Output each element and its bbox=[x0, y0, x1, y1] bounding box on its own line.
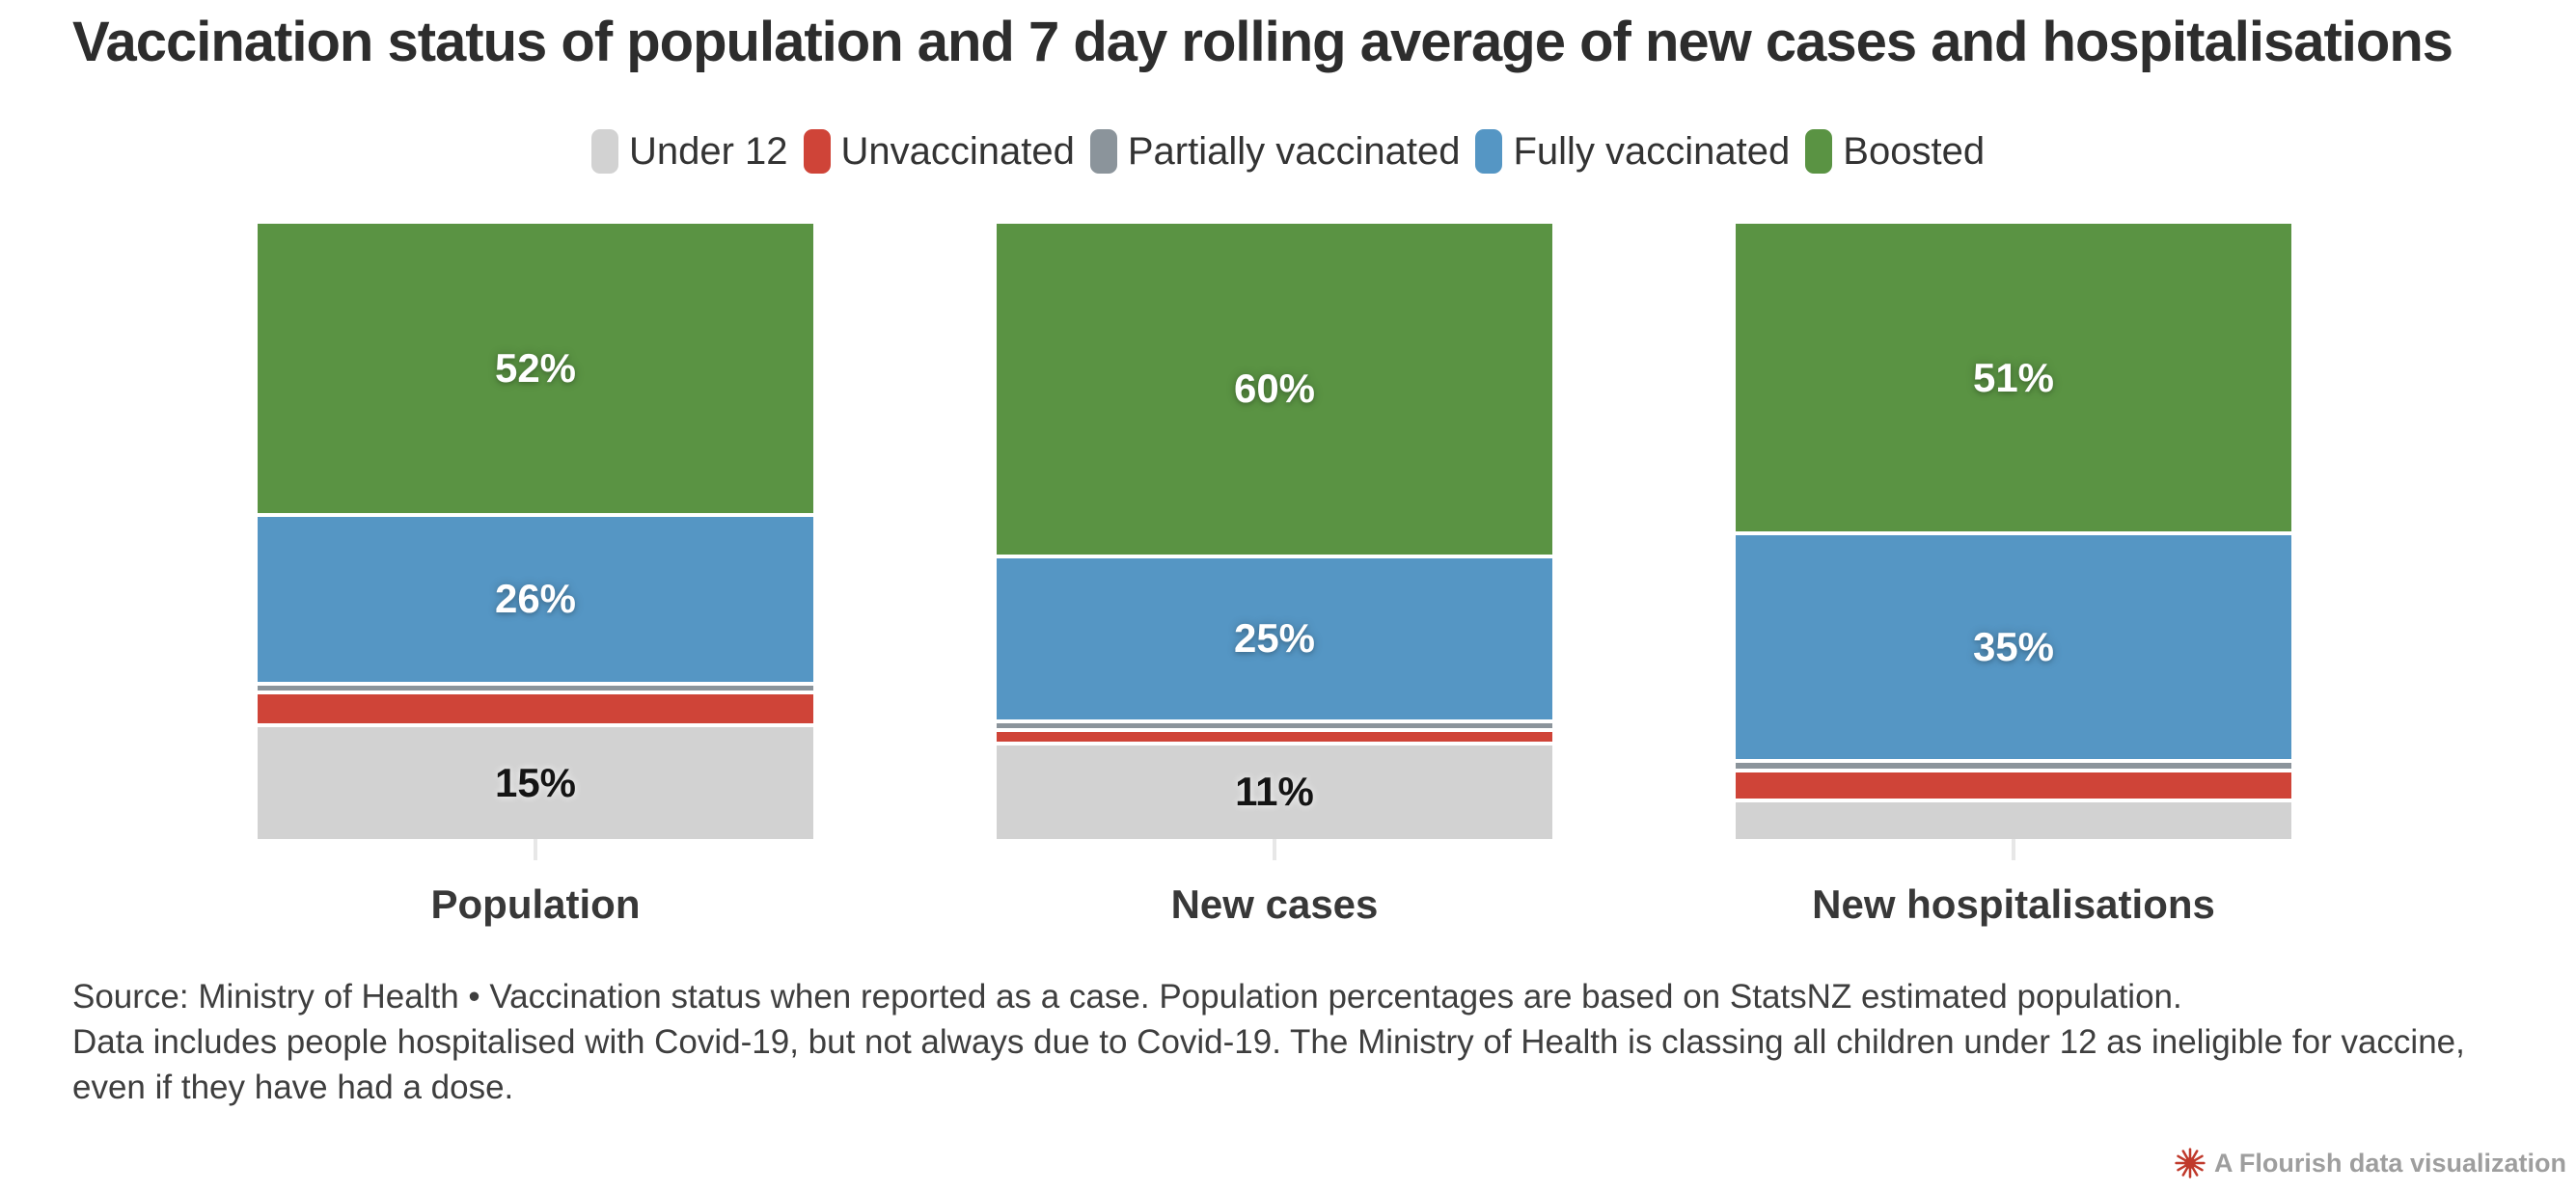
segment-fully-vaccinated-new-cases[interactable]: 25% bbox=[997, 557, 1552, 719]
bar-column-new-hospitalisations: 51% 35% New hospitalisations bbox=[1736, 224, 2291, 928]
segment-value-label: 15% bbox=[494, 759, 577, 805]
legend-label: Partially vaccinated bbox=[1127, 129, 1461, 173]
segment-unvaccinated-new-cases[interactable] bbox=[997, 731, 1552, 742]
segment-value-label: 26% bbox=[494, 576, 577, 622]
segment-under-12-population[interactable]: 15% bbox=[258, 726, 813, 839]
legend-swatch-icon bbox=[1805, 129, 1833, 174]
segment-value-label: 60% bbox=[1233, 366, 1316, 412]
segment-value-label: 51% bbox=[1972, 354, 2055, 400]
legend-item-fully-vaccinated[interactable]: Fully vaccinated bbox=[1475, 129, 1790, 174]
legend-label: Under 12 bbox=[628, 129, 788, 173]
legend-label: Fully vaccinated bbox=[1513, 129, 1791, 173]
segment-fully-vaccinated-new-hospitalisations[interactable]: 35% bbox=[1736, 535, 2291, 760]
flourish-attribution[interactable]: A Flourish data visualization bbox=[2175, 1148, 2566, 1178]
axis-tick bbox=[2012, 839, 2015, 860]
legend-item-partially-vaccinated[interactable]: Partially vaccinated bbox=[1089, 129, 1461, 174]
segment-value-label: 11% bbox=[1235, 769, 1314, 815]
bar-column-population: 52% 26% 15% Population bbox=[258, 224, 813, 928]
legend-item-under-12[interactable]: Under 12 bbox=[590, 129, 788, 174]
legend: Under 12 Unvaccinated Partially vaccinated… bbox=[0, 129, 2576, 174]
legend-swatch-icon bbox=[1475, 129, 1503, 174]
category-label-population: Population bbox=[430, 881, 641, 927]
source-note: Source: Ministry of Health • Vaccination… bbox=[72, 974, 2465, 1110]
category-label-new-hospitalisations: New hospitalisations bbox=[1812, 881, 2215, 927]
segment-partially-vaccinated-new-cases[interactable] bbox=[997, 722, 1552, 728]
axis-tick bbox=[1273, 839, 1276, 860]
segment-boosted-population[interactable]: 52% bbox=[258, 224, 813, 513]
segment-partially-vaccinated-population[interactable] bbox=[258, 685, 813, 691]
segment-unvaccinated-population[interactable] bbox=[258, 693, 813, 723]
source-line-1: Source: Ministry of Health • Vaccination… bbox=[72, 978, 2182, 1016]
stacked-bar-population: 52% 26% 15% bbox=[258, 224, 813, 839]
source-line-3: even if they have had a dose. bbox=[72, 1069, 514, 1106]
chart-area: 52% 26% 15% Population 60% 25% 11% New cases 51%… bbox=[258, 224, 2291, 928]
legend-swatch-icon bbox=[1089, 129, 1117, 174]
legend-item-unvaccinated[interactable]: Unvaccinated bbox=[803, 129, 1075, 174]
source-line-2: Data includes people hospitalised with C… bbox=[72, 1023, 2465, 1061]
legend-swatch-icon bbox=[590, 129, 618, 174]
segment-value-label: 25% bbox=[1233, 615, 1316, 662]
bar-column-new-cases: 60% 25% 11% New cases bbox=[997, 224, 1552, 928]
segment-boosted-new-cases[interactable]: 60% bbox=[997, 224, 1552, 555]
segment-partially-vaccinated-new-hospitalisations[interactable] bbox=[1736, 763, 2291, 769]
flourish-attribution-text: A Flourish data visualization bbox=[2213, 1148, 2566, 1178]
segment-boosted-new-hospitalisations[interactable]: 51% bbox=[1736, 224, 2291, 532]
chart-title: Vaccination status of population and 7 d… bbox=[72, 11, 2453, 73]
stacked-bar-new-cases: 60% 25% 11% bbox=[997, 224, 1552, 839]
legend-label: Boosted bbox=[1843, 129, 1986, 173]
stacked-bar-new-hospitalisations: 51% 35% bbox=[1736, 224, 2291, 840]
segment-fully-vaccinated-population[interactable]: 26% bbox=[258, 516, 813, 682]
segment-under-12-new-cases[interactable]: 11% bbox=[997, 745, 1552, 839]
legend-label: Unvaccinated bbox=[840, 129, 1075, 173]
legend-item-boosted[interactable]: Boosted bbox=[1805, 129, 1985, 174]
category-label-new-cases: New cases bbox=[1170, 881, 1379, 927]
segment-under-12-new-hospitalisations[interactable] bbox=[1736, 801, 2291, 840]
segment-unvaccinated-new-hospitalisations[interactable] bbox=[1736, 772, 2291, 799]
flourish-starburst-icon bbox=[2175, 1148, 2206, 1178]
axis-tick bbox=[534, 839, 537, 860]
legend-swatch-icon bbox=[803, 129, 831, 174]
segment-value-label: 35% bbox=[1972, 624, 2055, 670]
segment-value-label: 52% bbox=[494, 344, 577, 391]
